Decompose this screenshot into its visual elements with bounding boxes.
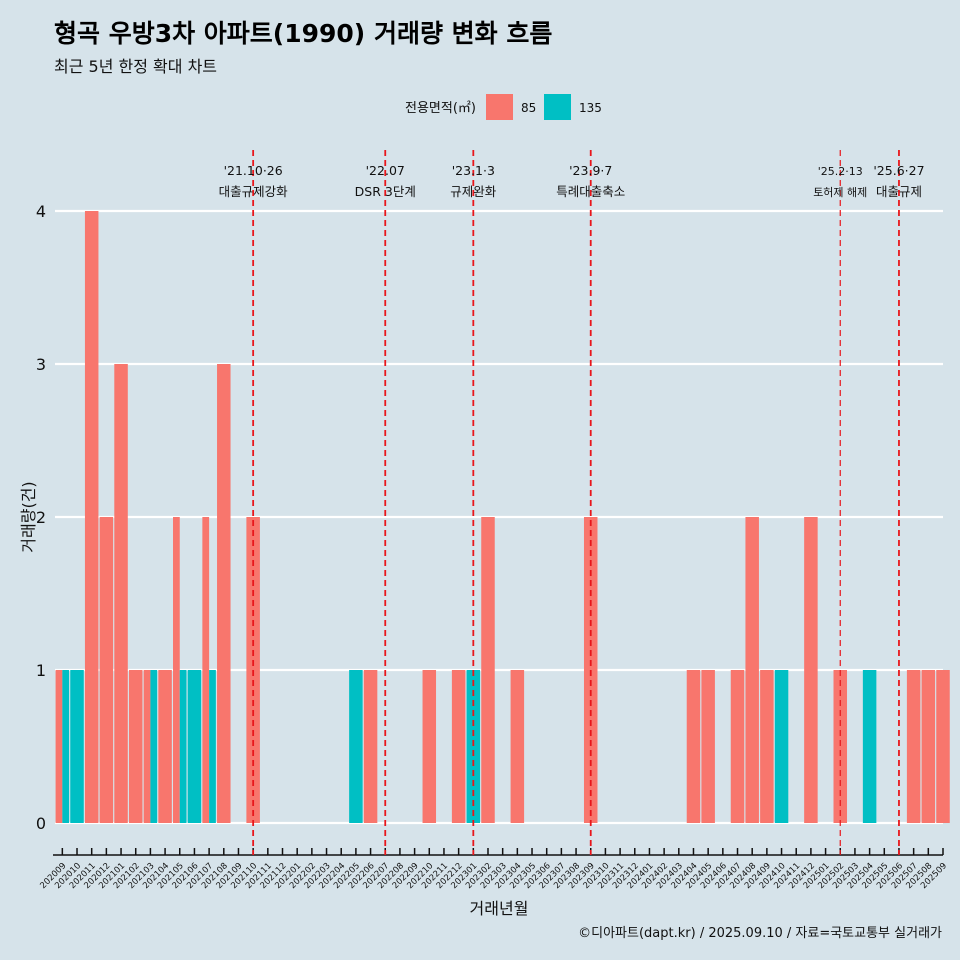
chart-title: 형곡 우방3차 아파트(1990) 거래량 변화 흐름 bbox=[54, 19, 553, 48]
chart-subtitle: 최근 5년 한정 확대 차트 bbox=[54, 57, 218, 76]
bar-85 bbox=[701, 670, 715, 823]
bar-135 bbox=[774, 670, 789, 823]
bar-85 bbox=[906, 670, 921, 823]
bar-85 bbox=[686, 670, 701, 823]
bar-135 bbox=[179, 670, 187, 823]
bar-135 bbox=[150, 670, 158, 823]
event-date-label: '21.10·26 bbox=[224, 163, 283, 178]
event-date-label: '25.2·13 bbox=[818, 165, 863, 178]
bar-135 bbox=[187, 670, 202, 823]
bar-85 bbox=[217, 364, 231, 823]
x-axis-title: 거래년월 bbox=[470, 899, 529, 918]
y-tick-label: 4 bbox=[36, 202, 46, 221]
y-tick-label: 1 bbox=[36, 661, 46, 680]
bar-85 bbox=[55, 670, 63, 823]
bar-85 bbox=[804, 517, 818, 823]
legend-swatch-85 bbox=[486, 94, 513, 120]
bar-135 bbox=[862, 670, 877, 823]
event-date-label: '23.9·7 bbox=[569, 163, 612, 178]
event-date-label: '23.1·3 bbox=[452, 163, 495, 178]
bar-85 bbox=[84, 211, 99, 823]
bar-135 bbox=[466, 670, 481, 823]
y-tick-label: 0 bbox=[36, 814, 46, 833]
bar-85 bbox=[510, 670, 525, 823]
bar-85 bbox=[451, 670, 466, 823]
bar-85 bbox=[730, 670, 745, 823]
bar-85 bbox=[745, 517, 759, 823]
bar-85 bbox=[422, 670, 437, 823]
bar-85 bbox=[99, 517, 114, 823]
y-tick-label: 2 bbox=[36, 508, 46, 527]
bar-85 bbox=[481, 517, 495, 823]
bar-85 bbox=[760, 670, 774, 823]
bar-85 bbox=[158, 670, 172, 823]
event-name-label: 대출규제강화 bbox=[219, 184, 289, 199]
event-name-label: 규제완화 bbox=[450, 184, 497, 199]
bar-85 bbox=[143, 670, 151, 823]
bar-85 bbox=[202, 517, 210, 823]
event-name-label: 대출규제 bbox=[876, 184, 922, 199]
source-caption: ©디아파트(dapt.kr) / 2025.09.10 / 자료=국토교통부 실… bbox=[578, 926, 942, 941]
bar-135 bbox=[62, 670, 70, 823]
event-name-label: 토허제 해제 bbox=[813, 185, 867, 199]
bar-85 bbox=[173, 517, 180, 823]
bar-135 bbox=[209, 670, 216, 823]
bar-85 bbox=[114, 364, 128, 823]
bar-135 bbox=[349, 670, 363, 823]
legend-swatch-135 bbox=[544, 94, 571, 120]
bar-85 bbox=[128, 670, 143, 823]
bar-85 bbox=[833, 670, 848, 823]
event-name-label: 특례대출축소 bbox=[556, 184, 625, 199]
y-tick-label: 3 bbox=[36, 355, 46, 374]
legend-label-85: 85 bbox=[521, 101, 536, 115]
bar-85 bbox=[936, 670, 950, 823]
event-name-label: DSR 3단계 bbox=[355, 184, 416, 199]
legend-label-135: 135 bbox=[579, 101, 602, 115]
bar-85 bbox=[921, 670, 936, 823]
event-date-label: '25.6·27 bbox=[873, 163, 924, 178]
bar-85 bbox=[363, 670, 378, 823]
bar-135 bbox=[70, 670, 84, 823]
legend-title: 전용면적(㎡) bbox=[405, 101, 476, 116]
event-date-label: '22.07 bbox=[366, 163, 405, 178]
y-axis-title: 거래량(건) bbox=[19, 481, 38, 552]
